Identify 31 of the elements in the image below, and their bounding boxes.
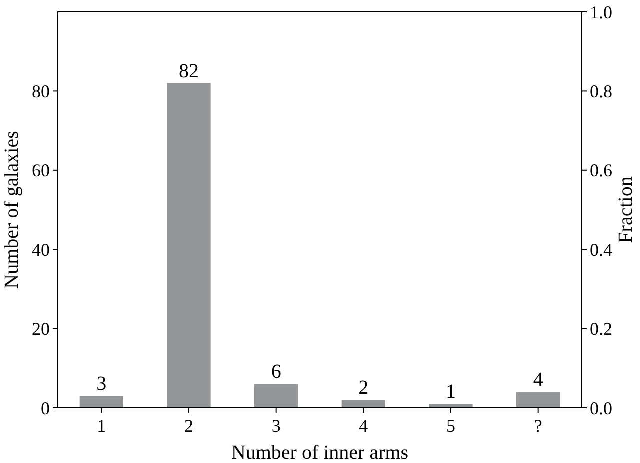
data-label: 1 <box>446 381 456 404</box>
x-tick-label: 5 <box>446 416 456 436</box>
x-tick-label: 1 <box>97 416 106 436</box>
y-axis-title: Number of galaxies <box>1 130 23 289</box>
data-label: 2 <box>358 377 369 400</box>
y2-axis-title: Fraction <box>615 176 637 244</box>
data-label: 6 <box>271 361 282 384</box>
bar <box>342 400 386 408</box>
data-label: 4 <box>533 369 544 392</box>
y2-tick-label: 0.4 <box>590 240 612 260</box>
bar <box>167 83 211 408</box>
bar <box>516 392 560 408</box>
data-label: 3 <box>96 373 107 396</box>
y-tick-label: 40 <box>32 240 50 260</box>
y-tick-label: 0 <box>41 398 50 418</box>
data-label: 82 <box>179 60 199 82</box>
y2-tick-label: 0.6 <box>590 160 612 181</box>
y2-tick-label: 0.0 <box>590 398 612 418</box>
x-tick-label: 3 <box>272 416 281 436</box>
y2-tick-label: 0.2 <box>590 319 612 340</box>
bar <box>80 396 124 408</box>
x-axis-title: Number of inner arms <box>231 442 409 463</box>
y-tick-label: 20 <box>32 319 50 340</box>
x-tick-label: 4 <box>359 416 368 436</box>
y2-tick-label: 0.8 <box>590 82 612 102</box>
y2-tick-label: 1.0 <box>590 2 612 22</box>
x-tick-label: 2 <box>184 416 194 436</box>
x-tick-label: ? <box>534 416 542 436</box>
bar <box>254 384 298 408</box>
y-tick-label: 80 <box>32 82 50 102</box>
y-tick-label: 60 <box>32 160 50 181</box>
